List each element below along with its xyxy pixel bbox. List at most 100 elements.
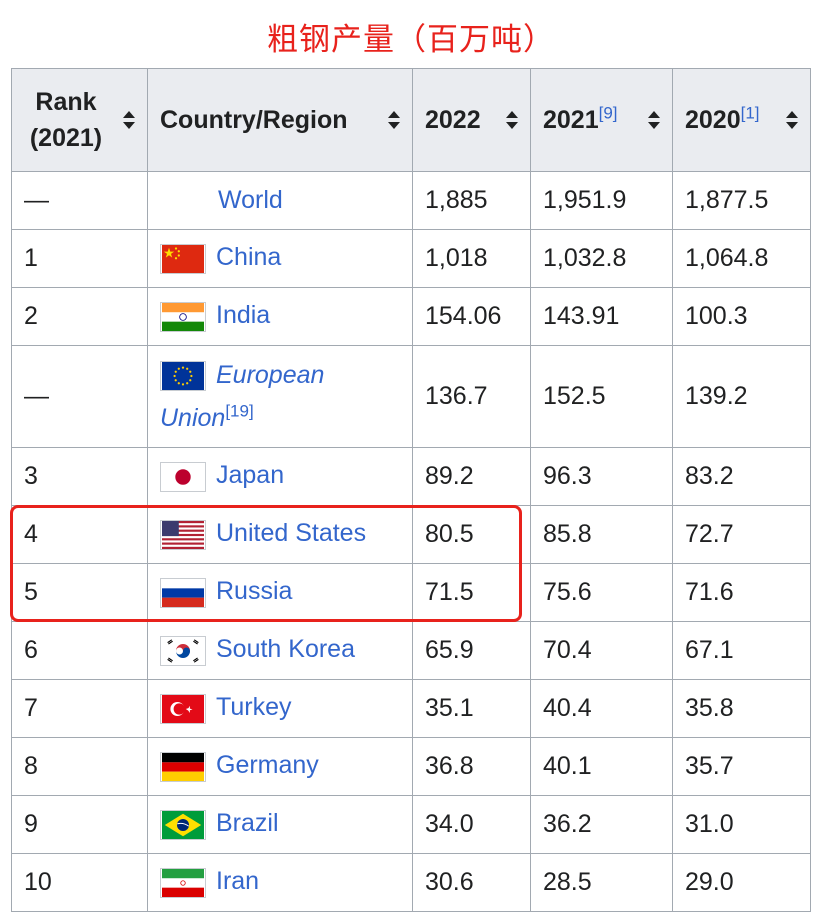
table-row: 2 India 154.06 143.91 100.3 [11, 287, 811, 346]
value-2021-cell: 28.5 [530, 853, 673, 912]
country-link[interactable]: Japan [216, 461, 285, 490]
rank-cell: 4 [11, 505, 148, 564]
table-row: 9 Brazil 34.0 36.2 31.0 [11, 795, 811, 854]
sort-icon[interactable] [388, 111, 400, 129]
table-header-row: Rank (2021) Country/Region 2022 2021[9] … [11, 68, 811, 172]
value-2020-cell: 31.0 [672, 795, 811, 854]
value-2021-cell: 36.2 [530, 795, 673, 854]
steel-production-table: Rank (2021) Country/Region 2022 2021[9] … [11, 68, 811, 912]
country-cell: Japan [147, 447, 413, 506]
value-2021-cell: 96.3 [530, 447, 673, 506]
column-header-rank[interactable]: Rank (2021) [11, 68, 148, 172]
column-header-2021[interactable]: 2021[9] [530, 68, 673, 172]
reference-link[interactable]: [9] [598, 103, 618, 123]
table-row: 5 Russia 71.5 75.6 71.6 [11, 563, 811, 622]
country-link[interactable]: Russia [216, 577, 293, 606]
value-2022-cell: 71.5 [412, 563, 531, 622]
value-2021-cell: 40.1 [530, 737, 673, 796]
value-2022-cell: 65.9 [412, 621, 531, 680]
value-2020-cell: 83.2 [672, 447, 811, 506]
column-header-country[interactable]: Country/Region [147, 68, 413, 172]
rank-cell: 1 [11, 229, 148, 288]
russia-flag-icon [160, 577, 206, 608]
value-2021-cell: 40.4 [530, 679, 673, 738]
turkey-flag-icon [160, 693, 206, 724]
country-cell: Russia [147, 563, 413, 622]
value-2020-cell: 100.3 [672, 287, 811, 346]
value-2022-cell: 34.0 [412, 795, 531, 854]
country-link[interactable]: South Korea [216, 635, 355, 664]
column-header-2022-label: 2022 [425, 105, 481, 134]
country-cell: Iran [147, 853, 413, 912]
table-row: 1 China 1,018 1,032.8 1,064.8 [11, 229, 811, 288]
country-cell: Turkey [147, 679, 413, 738]
value-2021-cell: 1,951.9 [530, 171, 673, 230]
table-row: 7 Turkey 35.1 40.4 35.8 [11, 679, 811, 738]
value-2020-cell: 1,064.8 [672, 229, 811, 288]
rank-cell: 3 [11, 447, 148, 506]
country-link[interactable]: Turkey [216, 693, 292, 722]
country-cell: India [147, 287, 413, 346]
china-flag-icon [160, 243, 206, 274]
country-link-line1[interactable]: European [216, 361, 325, 389]
country-cell: World [147, 171, 413, 230]
country-cell: European Union[19] [147, 345, 413, 448]
country-cell: Brazil [147, 795, 413, 854]
value-2022-cell: 80.5 [412, 505, 531, 564]
rank-cell: 8 [11, 737, 148, 796]
value-2021-cell: 85.8 [530, 505, 673, 564]
value-2021-cell: 143.91 [530, 287, 673, 346]
country-link[interactable]: World [218, 186, 283, 214]
table-row: 3 Japan 89.2 96.3 83.2 [11, 447, 811, 506]
value-2020-cell: 72.7 [672, 505, 811, 564]
rank-cell: 5 [11, 563, 148, 622]
value-2021-cell: 75.6 [530, 563, 673, 622]
value-2020-cell: 35.7 [672, 737, 811, 796]
value-2020-cell: 35.8 [672, 679, 811, 738]
country-link[interactable]: Iran [216, 867, 260, 896]
value-2022-cell: 89.2 [412, 447, 531, 506]
eu-flag-icon [160, 361, 206, 392]
table-row: 8 Germany 36.8 40.1 35.7 [11, 737, 811, 796]
table-row: 6 South Korea 65.9 70.4 67.1 [11, 621, 811, 680]
country-link[interactable]: China [216, 243, 282, 272]
column-header-2020[interactable]: 2020[1] [672, 68, 811, 172]
rank-cell: 10 [11, 853, 148, 912]
value-2020-cell: 29.0 [672, 853, 811, 912]
sort-icon[interactable] [123, 111, 135, 129]
south-korea-flag-icon [160, 635, 206, 666]
sort-icon[interactable] [786, 111, 798, 129]
column-header-2020-label: 2020 [685, 105, 741, 134]
brazil-flag-icon [160, 809, 206, 840]
country-link[interactable]: United States [216, 519, 367, 548]
country-link[interactable]: Brazil [216, 809, 279, 838]
table-row: — European Union[19] 136.7 152.5 139.2 [11, 345, 811, 448]
country-cell: South Korea [147, 621, 413, 680]
usa-flag-icon [160, 519, 206, 550]
table-row: 10 Iran 30.6 28.5 29.0 [11, 853, 811, 912]
country-cell: United States [147, 505, 413, 564]
rank-cell: 6 [11, 621, 148, 680]
value-2022-cell: 1,885 [412, 171, 531, 230]
country-link-line2[interactable]: Union [160, 403, 226, 432]
sort-icon[interactable] [506, 111, 518, 129]
sort-icon[interactable] [648, 111, 660, 129]
value-2022-cell: 1,018 [412, 229, 531, 288]
reference-link[interactable]: [1] [740, 103, 760, 123]
japan-flag-icon [160, 461, 206, 492]
value-2022-cell: 30.6 [412, 853, 531, 912]
table-row: 4 United States 80.5 85.8 72.7 [11, 505, 811, 564]
country-link[interactable]: India [216, 301, 271, 330]
value-2020-cell: 67.1 [672, 621, 811, 680]
value-2022-cell: 154.06 [412, 287, 531, 346]
country-link[interactable]: Germany [216, 751, 319, 780]
table-row: — World 1,885 1,951.9 1,877.5 [11, 171, 811, 230]
column-header-2022[interactable]: 2022 [412, 68, 531, 172]
reference-link[interactable]: [19] [225, 401, 254, 421]
value-2022-cell: 136.7 [412, 345, 531, 448]
value-2022-cell: 36.8 [412, 737, 531, 796]
value-2021-cell: 152.5 [530, 345, 673, 448]
value-2020-cell: 1,877.5 [672, 171, 811, 230]
column-header-rank-label: Rank (2021) [29, 87, 103, 152]
value-2021-cell: 70.4 [530, 621, 673, 680]
